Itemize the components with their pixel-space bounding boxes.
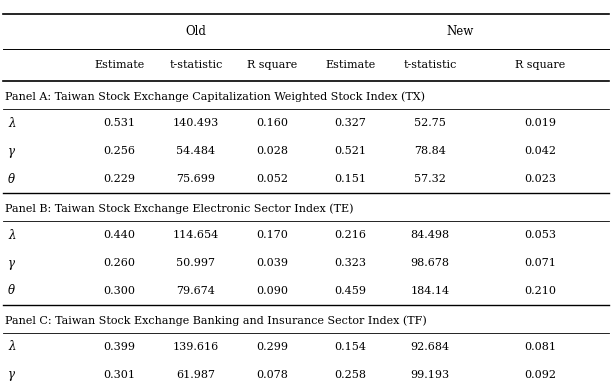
Text: 0.258: 0.258	[334, 370, 367, 380]
Text: 0.151: 0.151	[334, 174, 367, 184]
Text: 0.019: 0.019	[524, 118, 556, 128]
Text: 0.521: 0.521	[334, 146, 367, 156]
Text: R square: R square	[515, 60, 565, 70]
Text: 0.154: 0.154	[334, 342, 367, 352]
Text: 0.301: 0.301	[103, 370, 135, 380]
Text: t-statistic: t-statistic	[403, 60, 457, 70]
Text: 50.997: 50.997	[176, 258, 215, 268]
Text: 0.160: 0.160	[256, 118, 288, 128]
Text: 0.023: 0.023	[524, 174, 556, 184]
Text: 61.987: 61.987	[176, 370, 215, 380]
Text: 0.028: 0.028	[256, 146, 288, 156]
Text: 0.216: 0.216	[334, 230, 367, 240]
Text: 0.078: 0.078	[256, 370, 288, 380]
Text: 0.039: 0.039	[256, 258, 288, 268]
Text: 140.493: 140.493	[173, 118, 219, 128]
Text: 99.193: 99.193	[411, 370, 449, 380]
Text: Old: Old	[185, 24, 206, 38]
Text: 0.256: 0.256	[103, 146, 135, 156]
Text: Panel C: Taiwan Stock Exchange Banking and Insurance Sector Index (TF): Panel C: Taiwan Stock Exchange Banking a…	[5, 315, 427, 326]
Text: 79.674: 79.674	[176, 286, 215, 296]
Text: 0.052: 0.052	[256, 174, 288, 184]
Text: New: New	[447, 24, 474, 38]
Text: t-statistic: t-statistic	[169, 60, 223, 70]
Text: Estimate: Estimate	[325, 60, 376, 70]
Text: 75.699: 75.699	[176, 174, 215, 184]
Text: 184.14: 184.14	[411, 286, 449, 296]
Text: Estimate: Estimate	[94, 60, 144, 70]
Text: 0.081: 0.081	[524, 342, 556, 352]
Text: 0.092: 0.092	[524, 370, 556, 380]
Text: Panel B: Taiwan Stock Exchange Electronic Sector Index (TE): Panel B: Taiwan Stock Exchange Electroni…	[5, 203, 353, 214]
Text: 0.300: 0.300	[103, 286, 135, 296]
Text: 0.323: 0.323	[334, 258, 367, 268]
Text: 98.678: 98.678	[411, 258, 449, 268]
Text: 0.440: 0.440	[103, 230, 135, 240]
Text: θ: θ	[8, 173, 15, 186]
Text: θ: θ	[8, 284, 15, 298]
Text: 0.459: 0.459	[334, 286, 367, 296]
Text: 57.32: 57.32	[414, 174, 446, 184]
Text: 139.616: 139.616	[173, 342, 219, 352]
Text: 0.531: 0.531	[103, 118, 135, 128]
Text: 0.042: 0.042	[524, 146, 556, 156]
Text: R square: R square	[247, 60, 297, 70]
Text: γ: γ	[8, 368, 15, 381]
Text: 52.75: 52.75	[414, 118, 446, 128]
Text: γ: γ	[8, 256, 15, 270]
Text: 0.210: 0.210	[524, 286, 556, 296]
Text: 0.229: 0.229	[103, 174, 135, 184]
Text: λ: λ	[8, 340, 15, 353]
Text: 0.327: 0.327	[334, 118, 367, 128]
Text: 0.399: 0.399	[103, 342, 135, 352]
Text: 92.684: 92.684	[411, 342, 449, 352]
Text: 78.84: 78.84	[414, 146, 446, 156]
Text: 0.299: 0.299	[256, 342, 288, 352]
Text: 0.053: 0.053	[524, 230, 556, 240]
Text: 84.498: 84.498	[411, 230, 449, 240]
Text: 0.170: 0.170	[256, 230, 288, 240]
Text: 54.484: 54.484	[176, 146, 215, 156]
Text: 114.654: 114.654	[173, 230, 219, 240]
Text: 0.260: 0.260	[103, 258, 135, 268]
Text: λ: λ	[8, 229, 15, 242]
Text: γ: γ	[8, 145, 15, 158]
Text: 0.071: 0.071	[524, 258, 556, 268]
Text: λ: λ	[8, 117, 15, 130]
Text: 0.090: 0.090	[256, 286, 288, 296]
Text: Panel A: Taiwan Stock Exchange Capitalization Weighted Stock Index (TX): Panel A: Taiwan Stock Exchange Capitaliz…	[5, 92, 425, 102]
